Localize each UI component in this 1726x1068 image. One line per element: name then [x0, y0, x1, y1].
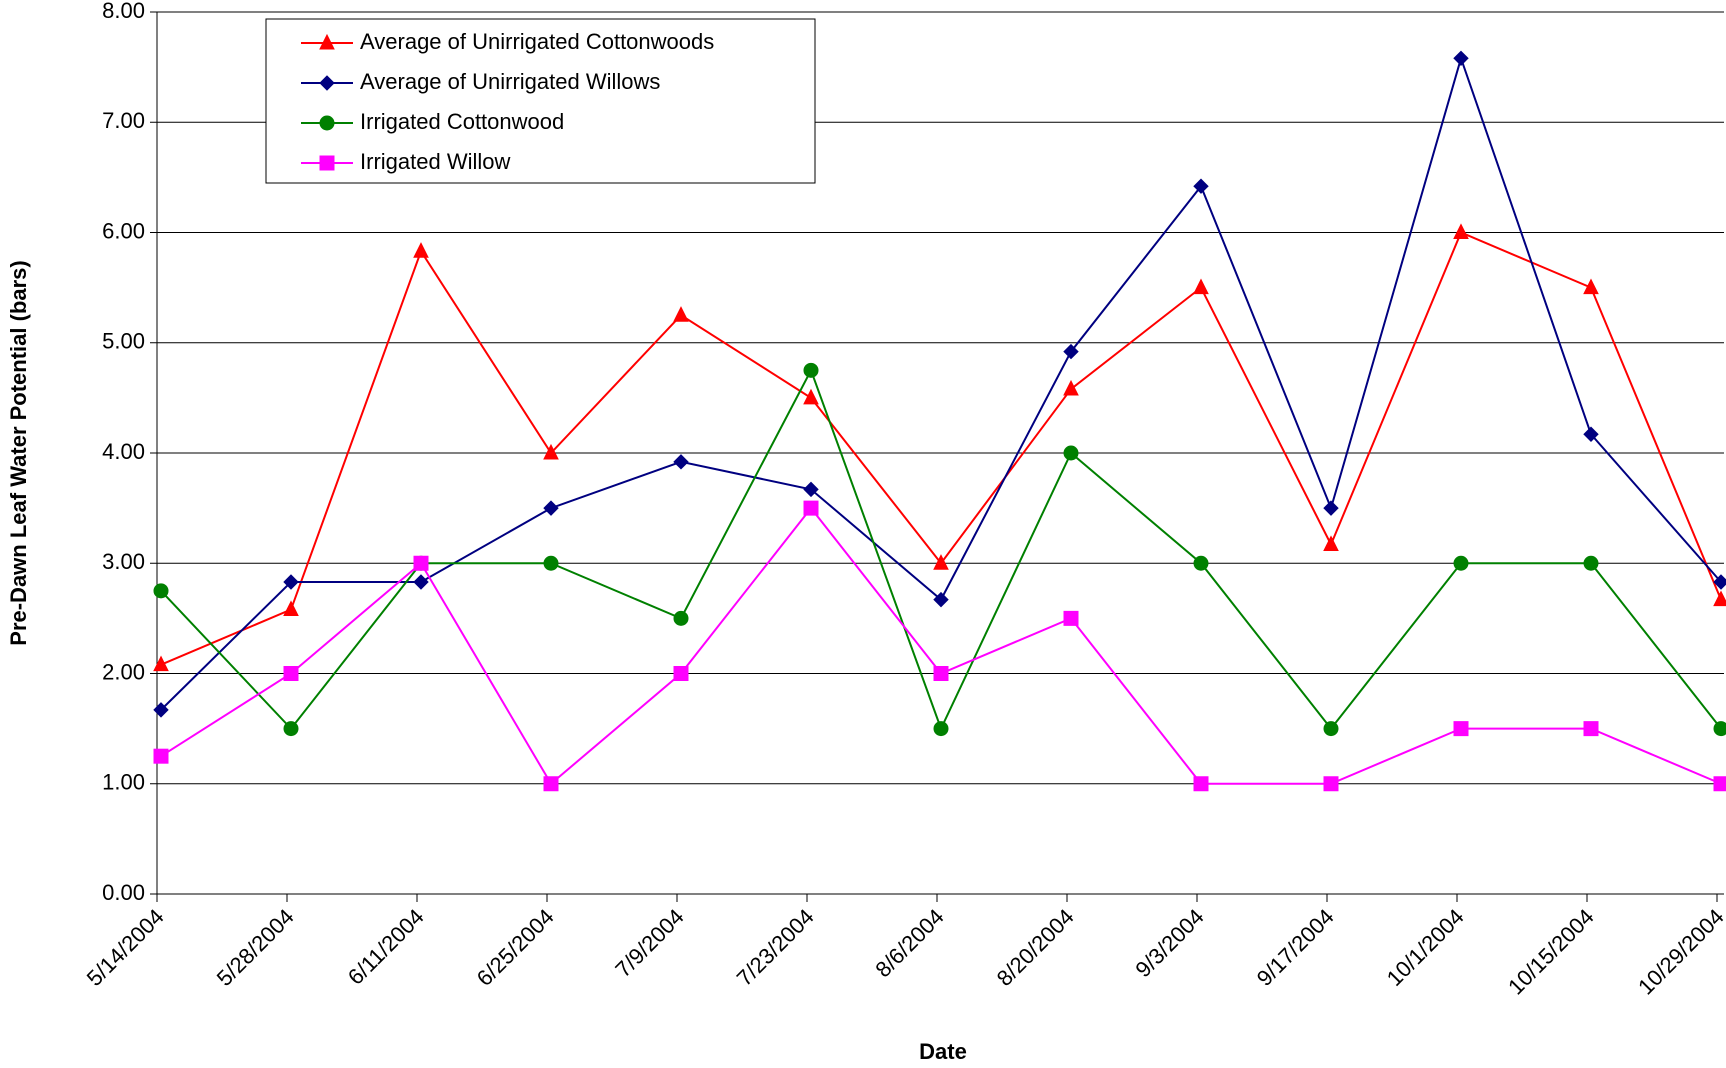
marker [1323, 500, 1339, 516]
marker [1453, 721, 1469, 737]
legend-box [265, 18, 816, 184]
marker [933, 554, 949, 570]
marker [1193, 278, 1209, 295]
marker [673, 306, 689, 322]
y-tick-label: 7.00 [102, 108, 145, 133]
marker [1583, 426, 1599, 442]
marker [153, 583, 169, 599]
y-tick-label: 5.00 [102, 329, 145, 354]
x-axis-title: Date [919, 1039, 967, 1064]
marker [1193, 555, 1209, 571]
y-tick-label: 2.00 [102, 659, 145, 684]
y-tick-label: 8.00 [102, 0, 145, 23]
marker [413, 574, 429, 590]
marker [153, 748, 169, 764]
marker [153, 655, 169, 672]
marker [933, 666, 949, 681]
marker [673, 454, 689, 470]
marker [673, 610, 689, 626]
marker [1323, 776, 1339, 792]
x-tick-label: 8/6/2004 [870, 904, 948, 982]
marker [803, 362, 819, 378]
marker [1323, 721, 1339, 737]
legend-marker [319, 75, 335, 91]
marker [543, 555, 559, 571]
marker [413, 555, 429, 571]
x-tick-label: 6/11/2004 [343, 904, 429, 990]
marker [1713, 590, 1726, 607]
marker [283, 600, 299, 617]
x-tick-label: 8/20/2004 [992, 904, 1079, 991]
x-tick-label: 5/28/2004 [212, 904, 299, 991]
marker [283, 666, 299, 681]
legend-label: Average of Unirrigated Cottonwoods [360, 29, 714, 54]
marker [1713, 776, 1726, 792]
legend-label: Average of Unirrigated Willows [360, 69, 660, 94]
legend-marker [319, 33, 335, 50]
x-tick-label: 7/9/2004 [610, 904, 688, 982]
marker [283, 574, 299, 590]
x-tick-label: 9/17/2004 [1252, 904, 1339, 991]
x-tick-label: 9/3/2004 [1130, 904, 1208, 982]
x-tick-label: 10/29/2004 [1633, 904, 1726, 1000]
marker [1713, 721, 1726, 737]
legend-marker [319, 115, 335, 131]
marker [1583, 721, 1599, 737]
x-tick-label: 10/15/2004 [1503, 904, 1599, 1000]
marker [1063, 445, 1079, 461]
marker [933, 721, 949, 737]
marker [543, 500, 559, 516]
legend-label: Irrigated Cottonwood [360, 109, 564, 134]
marker [1453, 555, 1469, 571]
series-line [160, 506, 1722, 786]
marker [1583, 278, 1599, 295]
marker [673, 666, 689, 681]
marker [803, 500, 819, 516]
y-tick-label: 1.00 [102, 770, 145, 795]
marker [1063, 610, 1079, 626]
legend-marker [319, 155, 335, 171]
y-tick-label: 4.00 [102, 439, 145, 464]
marker [1193, 776, 1209, 792]
marker [413, 242, 429, 258]
marker [1063, 343, 1079, 360]
marker [1583, 555, 1599, 571]
marker [933, 591, 949, 608]
x-tick-label: 7/23/2004 [732, 904, 819, 991]
marker [1323, 535, 1339, 552]
marker [543, 776, 559, 792]
marker [543, 443, 559, 460]
marker [1453, 50, 1469, 67]
marker [1063, 379, 1079, 396]
x-tick-label: 10/1/2004 [1382, 904, 1469, 991]
marker [803, 481, 819, 498]
y-tick-label: 3.00 [102, 549, 145, 574]
y-axis-title: Pre-Dawn Leaf Water Potential (bars) [6, 260, 31, 645]
marker [283, 721, 299, 737]
x-tick-label: 5/14/2004 [82, 904, 169, 991]
marker [153, 702, 169, 718]
marker [803, 388, 819, 405]
marker [1453, 223, 1469, 239]
marker [1193, 178, 1209, 194]
legend-label: Irrigated Willow [360, 149, 510, 174]
x-tick-label: 6/25/2004 [472, 904, 559, 991]
y-tick-label: 6.00 [102, 218, 145, 243]
y-tick-label: 0.00 [102, 880, 145, 905]
